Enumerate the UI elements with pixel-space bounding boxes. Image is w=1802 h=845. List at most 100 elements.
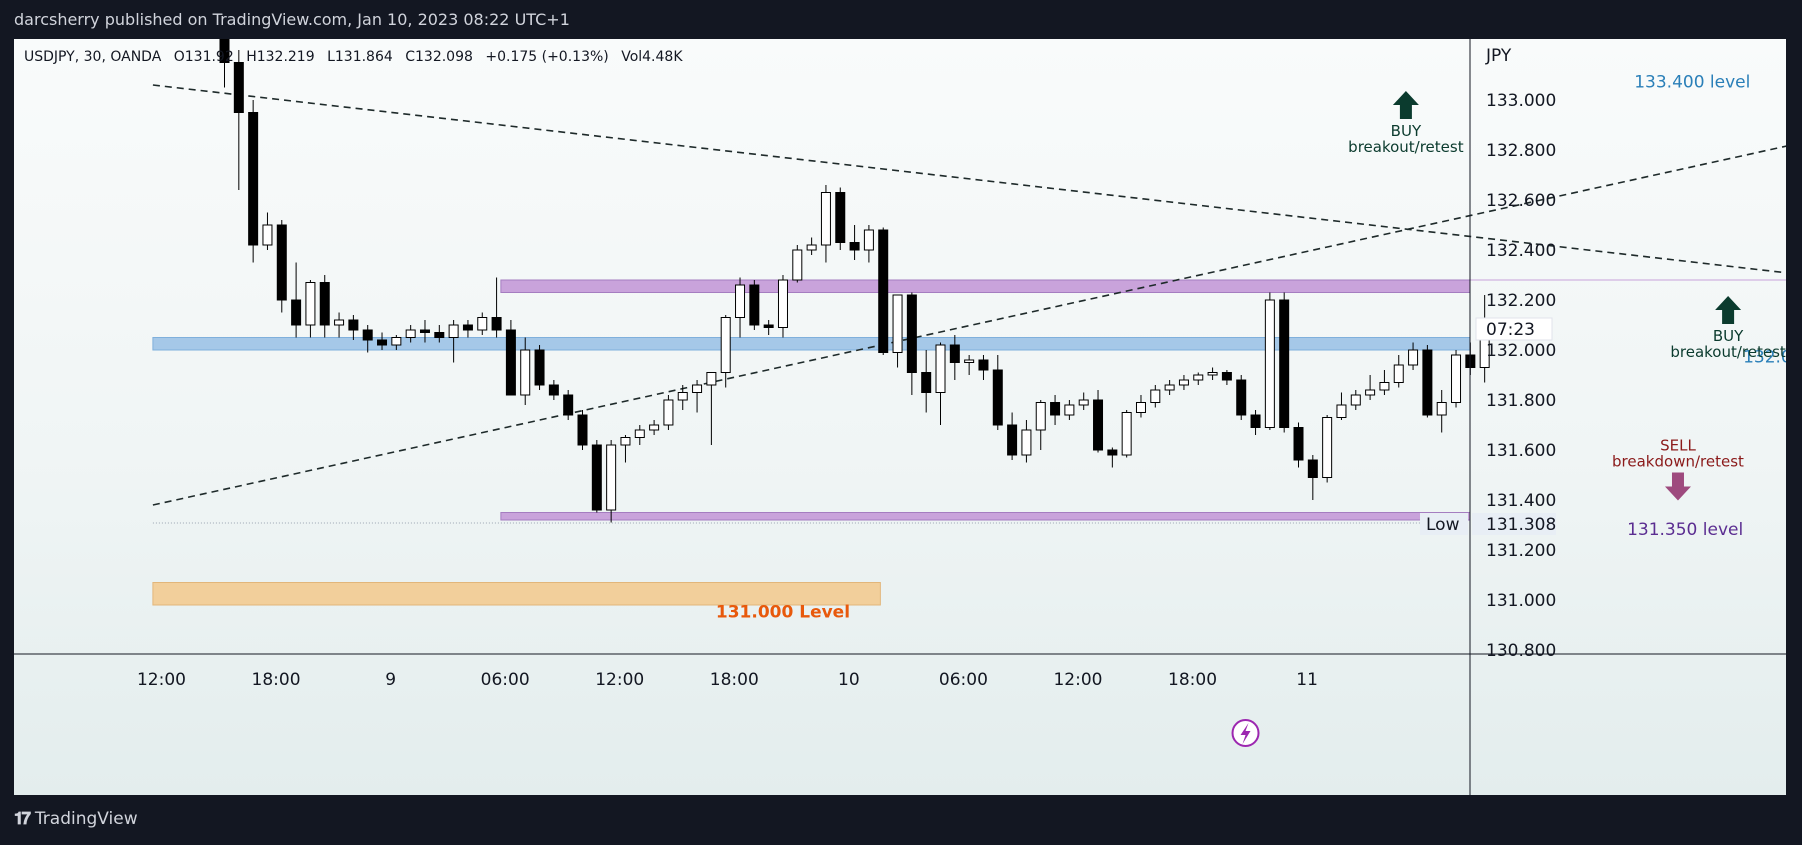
candle-body (248, 112, 259, 246)
candle-body (1264, 299, 1275, 428)
candle (505, 320, 516, 396)
candle-body (1307, 459, 1318, 478)
candle (520, 337, 531, 405)
candle (964, 355, 975, 375)
x-tick-label: 9 (385, 670, 396, 690)
ohlc-legend: USDJPY, 30, OANDA O131.92 H132.219 L131.… (24, 49, 691, 65)
candle-body (563, 394, 574, 416)
x-tick-label: 11 (1296, 670, 1318, 690)
candle-body (1350, 394, 1361, 406)
candle-body (763, 324, 774, 328)
candle (1336, 392, 1347, 420)
candle-body (1279, 299, 1290, 428)
candle-body (1436, 402, 1447, 416)
candle-body (233, 62, 244, 113)
candle-body (692, 384, 703, 393)
candle-body (1322, 417, 1333, 478)
candle (1035, 400, 1046, 450)
candle (1264, 292, 1275, 430)
candle-body (362, 329, 373, 341)
x-tick-label: 12:00 (137, 670, 186, 690)
down-arrow-icon (1664, 472, 1691, 501)
candle (1107, 447, 1118, 468)
lightning-icon (1240, 723, 1251, 744)
x-tick-label: 10 (838, 670, 860, 690)
candle (906, 292, 917, 395)
candle-body (964, 359, 975, 363)
candle-body (348, 319, 359, 331)
high-value: H132.219 (246, 49, 315, 65)
y-tick-label: 131.000 (1486, 591, 1556, 611)
candle (491, 277, 502, 338)
up-arrow-icon (1392, 91, 1419, 119)
close-value: C132.098 (405, 49, 473, 65)
candle-body (677, 392, 688, 401)
tradingview-logo-icon: 𝟏𝟕 (14, 809, 31, 829)
low-label-text: Low (1426, 515, 1460, 535)
candle-body (1164, 384, 1175, 391)
candle (1007, 412, 1018, 460)
candle (777, 275, 788, 338)
trendlines-layer (152, 84, 1786, 506)
candle-body (949, 344, 960, 363)
candle (792, 245, 803, 283)
candle-body (1336, 404, 1347, 418)
y-tick-label: 133.000 (1486, 91, 1556, 111)
candle (1135, 395, 1146, 418)
candle (1250, 410, 1261, 435)
orange-zone (152, 582, 881, 606)
candle-body (276, 224, 287, 301)
candle (1293, 422, 1304, 468)
candle-body (820, 192, 831, 246)
candle (434, 325, 445, 343)
level-132000-label: 132.000 (1743, 348, 1786, 368)
candle-body (777, 279, 788, 328)
currency-label: JPY (1485, 46, 1512, 66)
candle-body (806, 244, 817, 251)
candle (448, 320, 459, 363)
x-tick-label: 06:00 (939, 670, 988, 690)
candle-body (1078, 399, 1089, 406)
candle-body (1093, 399, 1104, 451)
candle-body (1250, 414, 1261, 428)
candle (534, 345, 545, 390)
symbol-label[interactable]: USDJPY, 30, OANDA (24, 49, 162, 65)
x-tick-label: 18:00 (252, 670, 301, 690)
ascending-trendline (152, 145, 1786, 506)
candle (921, 350, 932, 413)
candle-body (334, 319, 345, 326)
candle (233, 50, 244, 190)
candle (477, 312, 488, 335)
candle-body (1135, 402, 1146, 413)
signal-label: SELL (1660, 437, 1696, 455)
candle-body (319, 282, 330, 326)
candle-body (1221, 372, 1232, 381)
candle (606, 440, 617, 523)
candle-body (577, 414, 588, 446)
x-tick-label: 18:00 (1168, 670, 1217, 690)
publish-text: darcsherry published on TradingView.com,… (14, 10, 570, 29)
x-tick-label: 18:00 (710, 670, 759, 690)
candle-body (291, 299, 302, 326)
candle-body (534, 349, 545, 386)
y-tick-label: 132.800 (1486, 141, 1556, 161)
candle (563, 390, 574, 420)
brand-label: TradingView (34, 809, 138, 829)
x-tick-label: 12:00 (1053, 670, 1102, 690)
tradingview-logo[interactable]: 𝟏𝟕 TradingView (14, 809, 138, 829)
candle (663, 395, 674, 430)
candle (1350, 390, 1361, 410)
signal-sublabel: breakout/retest (1348, 138, 1464, 156)
candle-body (1379, 382, 1390, 391)
candle-body (1293, 427, 1304, 461)
candle-body (1035, 402, 1046, 431)
candle-body (305, 282, 316, 326)
candle-body (1236, 379, 1247, 416)
level-131350-label: 131.350 level (1627, 520, 1743, 540)
candle-body (405, 329, 416, 338)
candle (1393, 355, 1404, 388)
